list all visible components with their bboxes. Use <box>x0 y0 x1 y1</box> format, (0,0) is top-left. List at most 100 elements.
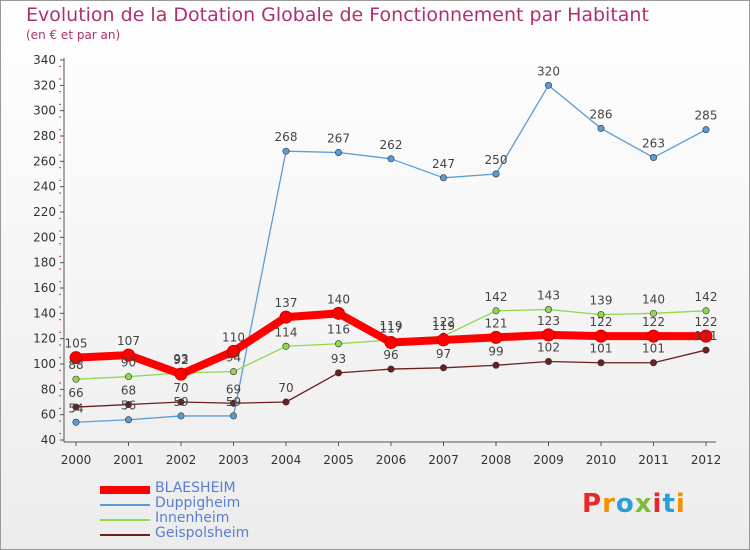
labels-geispolsheim: 66 68 70 69 70 93 96 97 99 102 101 101 111 <box>68 329 717 400</box>
data-label: 250 <box>485 153 508 167</box>
y-tick-label: 160 <box>33 281 56 295</box>
chart-subtitle: (en € et par an) <box>26 28 121 42</box>
data-point <box>174 367 188 381</box>
data-label: 143 <box>537 289 560 303</box>
data-point <box>282 398 290 406</box>
data-point <box>227 344 240 358</box>
data-label: 101 <box>642 342 665 356</box>
data-label: 122 <box>695 315 718 329</box>
y-tick-label: 300 <box>33 104 56 118</box>
legend-swatch-innenheim <box>100 519 150 521</box>
x-tick-label: 2011 <box>638 453 669 467</box>
data-label: 111 <box>695 329 718 343</box>
x-tick-label: 2006 <box>376 453 407 467</box>
data-label: 92 <box>173 353 188 367</box>
series-duppigheim <box>72 81 710 426</box>
x-tick-label: 2004 <box>271 453 302 467</box>
logo-letter: P <box>582 489 603 519</box>
data-label: 93 <box>331 352 346 366</box>
logo-letter: r <box>602 489 616 519</box>
logo-letter: i <box>675 489 686 519</box>
labels-duppigheim: 54 56 59 59 268 267 262 247 250 320 286 263 285 <box>68 64 717 415</box>
data-point <box>387 155 395 163</box>
data-point <box>492 170 500 178</box>
data-point <box>282 147 290 155</box>
data-label: 142 <box>695 290 718 304</box>
data-point <box>489 330 503 344</box>
data-point <box>230 368 238 376</box>
data-point <box>492 361 500 369</box>
data-label: 263 <box>642 137 665 151</box>
x-tick-label: 2010 <box>586 453 617 467</box>
data-point <box>177 398 185 406</box>
data-point <box>439 364 447 372</box>
data-label: 140 <box>327 292 350 306</box>
data-point <box>69 351 83 365</box>
x-tick-label: 2003 <box>218 453 249 467</box>
legend-swatch-blaesheim <box>100 486 150 494</box>
y-tick-label: 140 <box>33 306 56 320</box>
data-point <box>597 124 605 132</box>
data-point <box>72 403 80 411</box>
proxiti-logo: Proxiti <box>582 489 686 519</box>
data-point <box>334 369 342 377</box>
data-label: 320 <box>537 64 560 78</box>
data-point <box>647 329 660 343</box>
x-tick-label: 2007 <box>428 453 459 467</box>
data-point <box>279 310 293 324</box>
data-label: 285 <box>695 109 718 123</box>
y-tick-label: 200 <box>33 230 56 244</box>
x-tick-label: 2005 <box>323 453 354 467</box>
y-tick-label: 280 <box>33 129 56 143</box>
data-point <box>437 333 450 347</box>
data-point <box>334 340 342 348</box>
data-label: 59 <box>173 395 188 409</box>
chart-title: Evolution de la Dotation Globale de Fonc… <box>26 4 649 26</box>
data-point <box>544 306 552 314</box>
legend-label-innenheim: Innenheim <box>155 510 230 526</box>
x-tick-label: 2009 <box>533 453 564 467</box>
data-point <box>387 365 395 373</box>
logo-letter: x <box>634 489 653 519</box>
logo-letter: t <box>662 489 676 519</box>
y-tick-label: 120 <box>33 332 56 346</box>
data-label: 116 <box>327 323 350 337</box>
data-point <box>384 335 398 349</box>
y-tick-label: 320 <box>33 78 56 92</box>
data-point <box>125 416 133 424</box>
data-label: 94 <box>226 351 241 365</box>
data-label: 99 <box>488 344 503 358</box>
data-point <box>702 307 710 315</box>
data-point <box>230 412 238 420</box>
data-point <box>649 359 657 367</box>
data-point <box>649 154 657 162</box>
data-label: 121 <box>485 316 508 330</box>
data-label: 97 <box>436 347 451 361</box>
x-tick-label: 2000 <box>61 453 92 467</box>
data-label: 69 <box>226 382 241 396</box>
data-label: 66 <box>68 386 83 400</box>
data-label: 267 <box>327 131 350 145</box>
data-label: 54 <box>68 401 83 415</box>
data-label: 142 <box>485 290 508 304</box>
data-point <box>597 311 605 319</box>
data-label: 110 <box>222 330 245 344</box>
data-label: 119 <box>432 319 455 333</box>
data-point <box>649 309 657 317</box>
data-label: 93 <box>173 352 188 366</box>
data-label: 122 <box>432 315 455 329</box>
data-point <box>492 307 500 315</box>
data-point <box>332 306 345 320</box>
logo-letter: o <box>615 489 635 519</box>
data-point <box>702 346 710 354</box>
logo-letter: i <box>652 489 663 519</box>
data-point <box>699 329 713 343</box>
y-tick-label: 240 <box>33 180 56 194</box>
y-tick-label: 220 <box>33 205 56 219</box>
data-label: 262 <box>380 138 403 152</box>
legend-swatch-geispolsheim <box>100 534 150 536</box>
